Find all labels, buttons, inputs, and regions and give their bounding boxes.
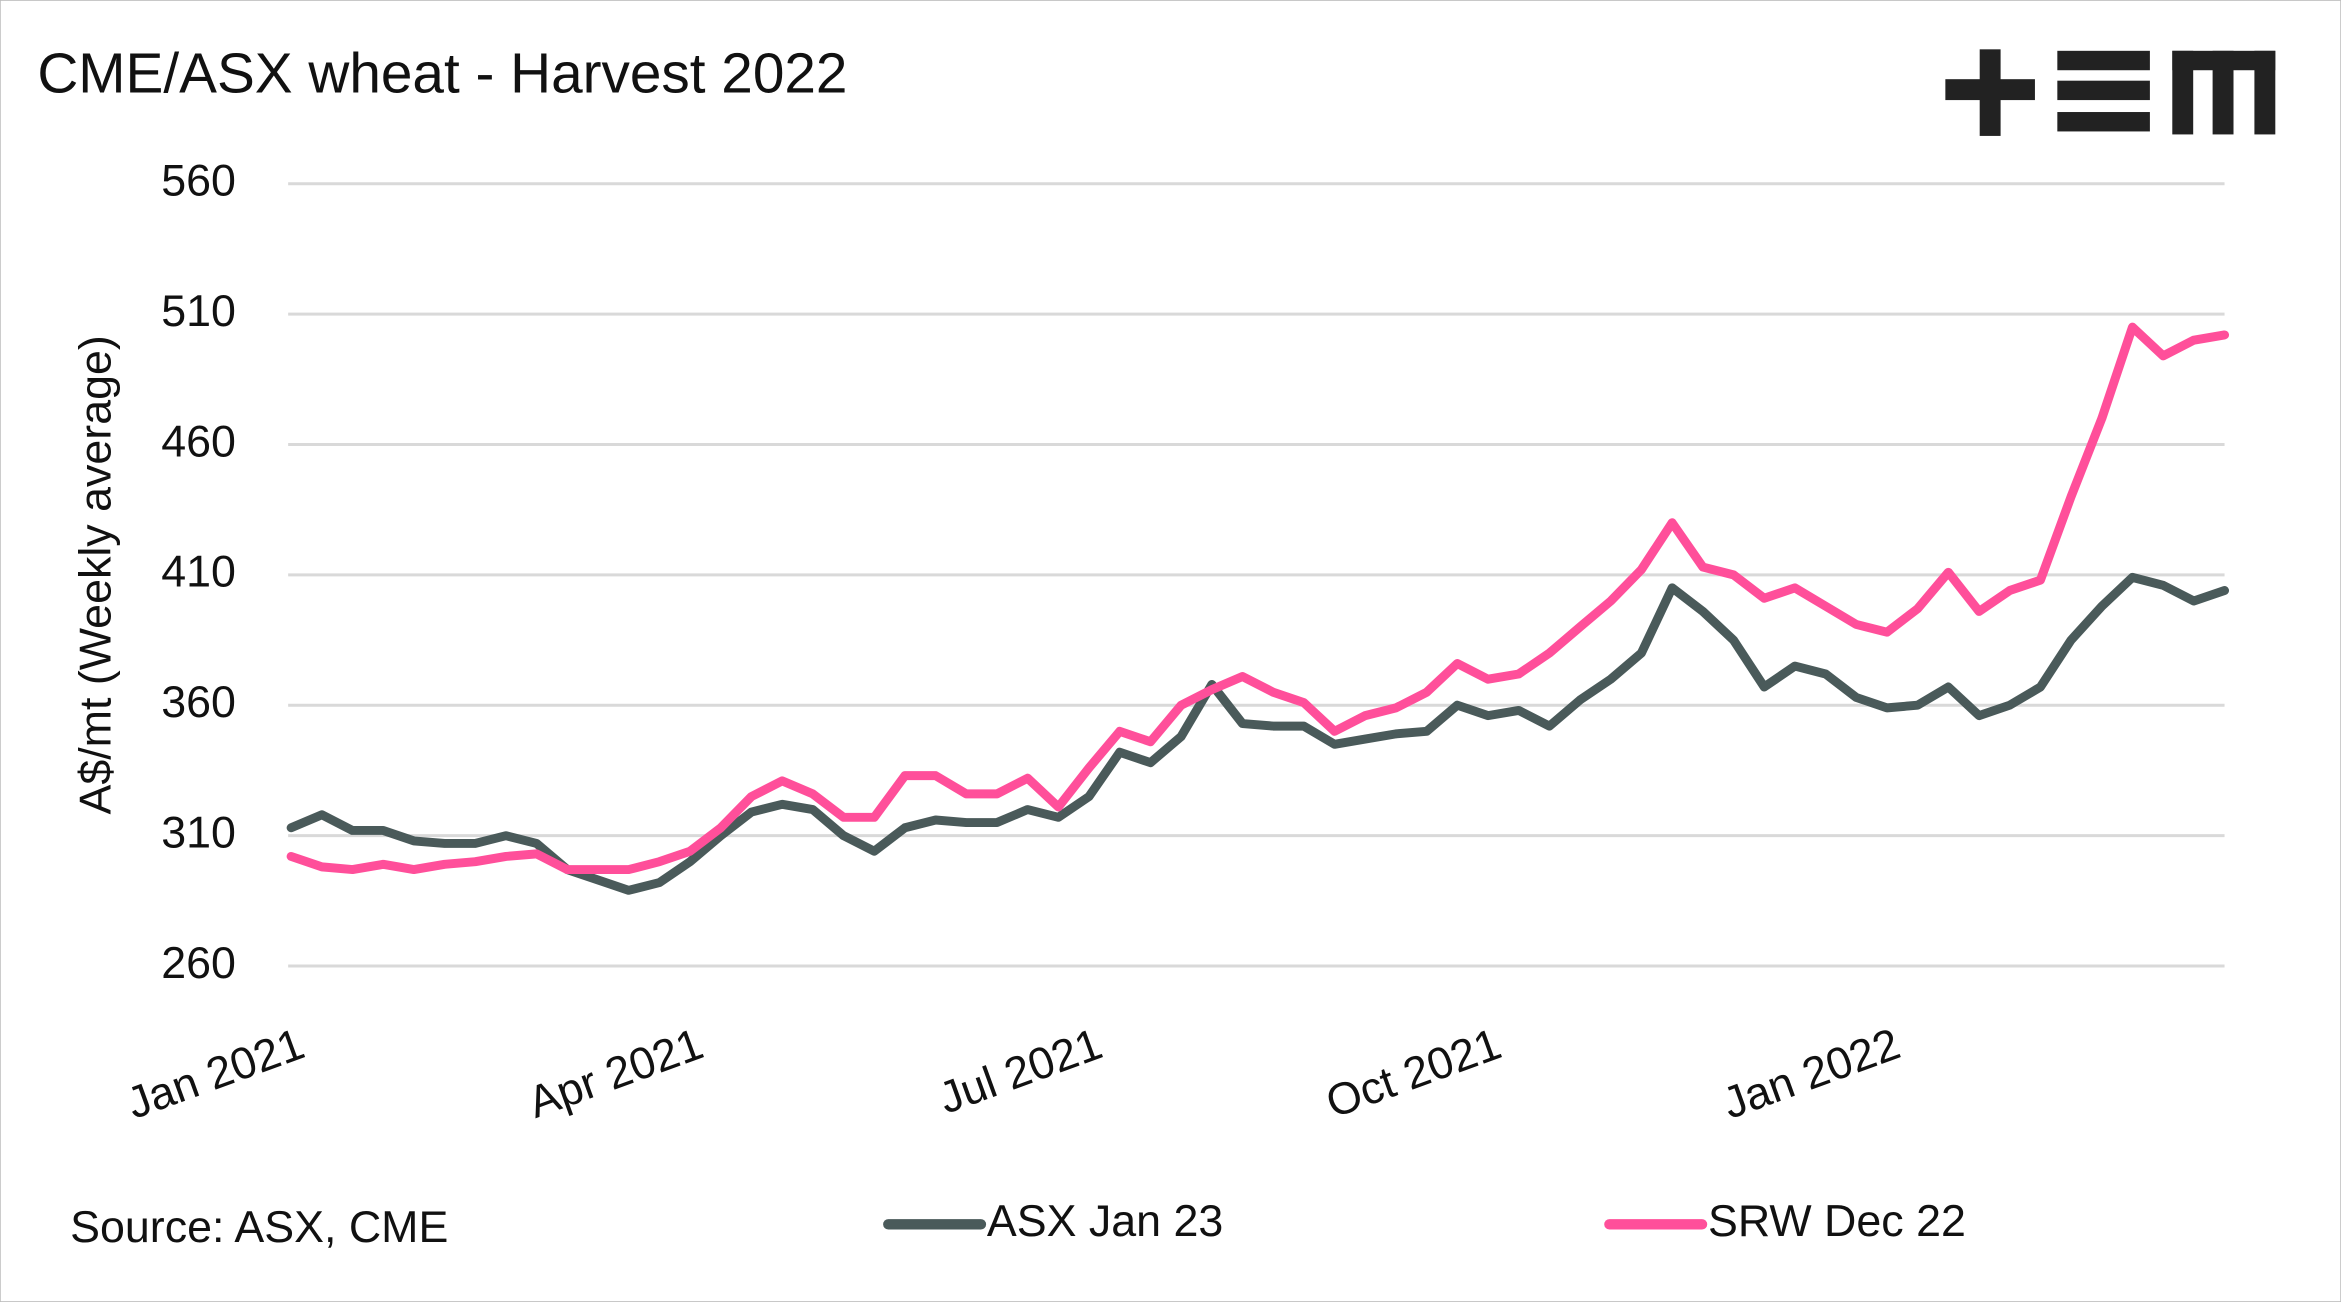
y-tick-label: 260	[161, 938, 236, 988]
data-line	[286, 572, 2230, 895]
y-tick-label: 460	[161, 416, 236, 466]
data-line	[286, 322, 2230, 875]
chart-title: CME/ASX wheat - Harvest 2022	[37, 43, 847, 106]
source-note: Source: ASX, CME	[70, 1202, 448, 1252]
legend-label: ASX Jan 23	[987, 1196, 1223, 1246]
logo	[1945, 49, 2276, 136]
y-axis-label: A$/mt (Weekly average)	[70, 335, 120, 814]
y-tick-label: 310	[161, 807, 236, 857]
legend-label: SRW Dec 22	[1708, 1196, 1966, 1246]
y-tick-label: 510	[161, 286, 236, 336]
y-tick-label: 360	[161, 677, 236, 727]
y-tick-label: 560	[161, 156, 236, 206]
y-tick-label: 410	[161, 547, 236, 597]
